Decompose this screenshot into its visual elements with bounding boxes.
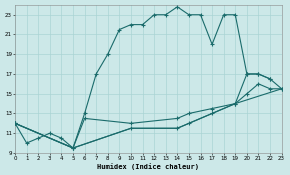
X-axis label: Humidex (Indice chaleur): Humidex (Indice chaleur) bbox=[97, 163, 199, 170]
